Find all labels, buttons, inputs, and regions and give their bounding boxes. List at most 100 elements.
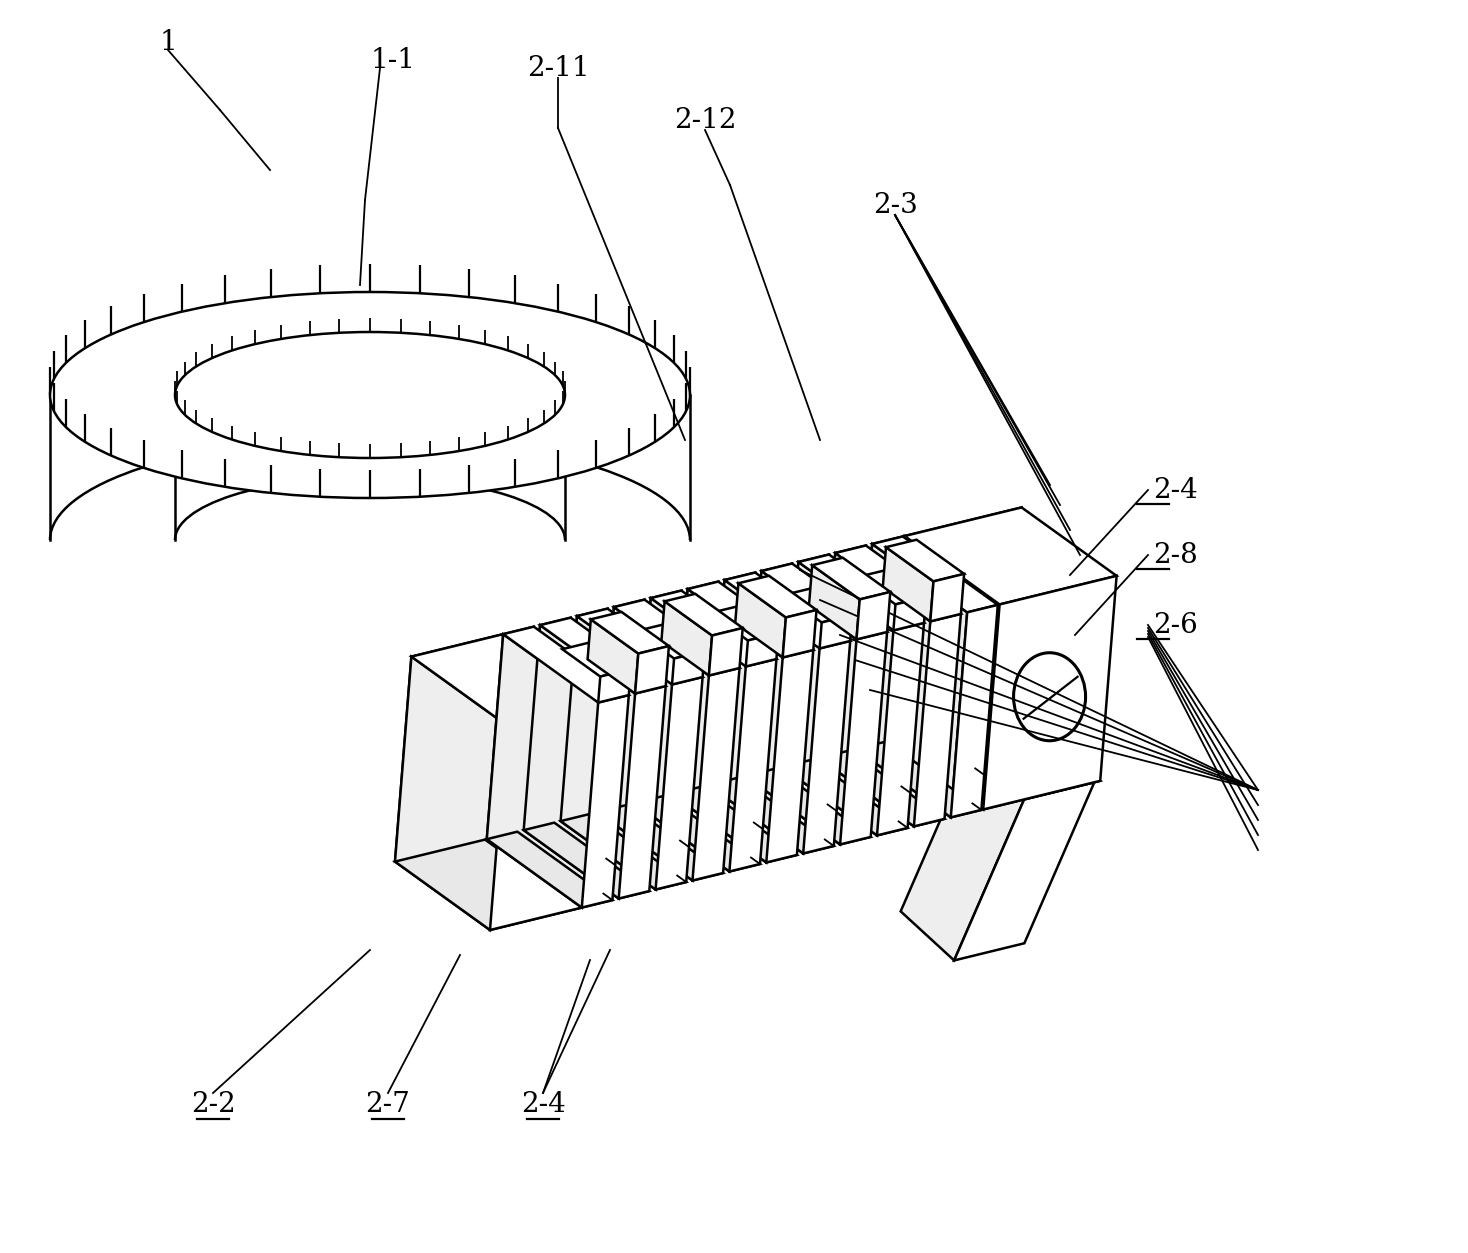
Polygon shape	[504, 626, 628, 703]
Polygon shape	[650, 590, 777, 667]
Polygon shape	[882, 548, 934, 621]
Polygon shape	[524, 625, 636, 898]
Polygon shape	[597, 608, 709, 881]
Text: 2-12: 2-12	[674, 107, 737, 134]
Polygon shape	[618, 687, 665, 898]
Text: 2-4: 2-4	[1152, 476, 1198, 504]
Polygon shape	[876, 623, 923, 836]
Polygon shape	[587, 619, 639, 694]
Polygon shape	[746, 768, 871, 845]
Polygon shape	[819, 615, 853, 649]
Text: 1-1: 1-1	[370, 46, 415, 74]
Polygon shape	[812, 558, 890, 599]
Ellipse shape	[175, 332, 565, 459]
Polygon shape	[725, 573, 850, 649]
Polygon shape	[395, 840, 580, 930]
Polygon shape	[904, 507, 1117, 604]
Polygon shape	[746, 564, 793, 776]
Polygon shape	[708, 778, 834, 853]
Text: 2-3: 2-3	[872, 192, 918, 218]
Polygon shape	[656, 677, 703, 890]
Text: 2-7: 2-7	[366, 1091, 411, 1119]
Polygon shape	[395, 657, 506, 930]
Polygon shape	[931, 574, 964, 621]
Polygon shape	[856, 591, 890, 639]
Polygon shape	[730, 659, 777, 872]
Polygon shape	[634, 796, 760, 872]
Polygon shape	[711, 605, 778, 640]
Polygon shape	[597, 804, 724, 881]
Polygon shape	[888, 713, 1100, 809]
Text: 2-6: 2-6	[1152, 611, 1198, 639]
Text: 2-2: 2-2	[191, 1091, 235, 1119]
Polygon shape	[487, 626, 534, 840]
Polygon shape	[614, 600, 740, 675]
Polygon shape	[819, 751, 944, 827]
Polygon shape	[634, 598, 746, 872]
Ellipse shape	[1013, 653, 1085, 741]
Polygon shape	[693, 668, 740, 881]
Polygon shape	[411, 634, 596, 725]
Polygon shape	[662, 601, 712, 675]
Polygon shape	[803, 642, 850, 853]
Polygon shape	[835, 545, 962, 621]
Polygon shape	[782, 610, 816, 658]
Polygon shape	[597, 669, 631, 703]
Polygon shape	[856, 544, 967, 817]
Polygon shape	[672, 652, 705, 684]
Polygon shape	[762, 564, 887, 639]
Polygon shape	[577, 609, 703, 684]
Polygon shape	[819, 553, 931, 827]
Polygon shape	[887, 540, 964, 581]
Polygon shape	[540, 618, 665, 694]
Polygon shape	[840, 632, 887, 845]
Polygon shape	[888, 507, 1022, 741]
Polygon shape	[888, 536, 1000, 809]
Polygon shape	[782, 563, 894, 836]
Polygon shape	[524, 618, 571, 831]
Polygon shape	[561, 609, 608, 821]
Polygon shape	[636, 647, 669, 694]
Polygon shape	[784, 588, 853, 623]
Polygon shape	[857, 570, 926, 604]
Polygon shape	[915, 614, 962, 827]
Polygon shape	[665, 594, 743, 635]
Polygon shape	[636, 624, 705, 659]
Polygon shape	[856, 536, 903, 749]
Text: 2-8: 2-8	[1152, 541, 1198, 569]
Text: 1: 1	[159, 29, 176, 55]
Polygon shape	[708, 573, 755, 786]
Polygon shape	[894, 596, 926, 630]
Polygon shape	[597, 600, 644, 812]
Polygon shape	[819, 545, 866, 758]
Polygon shape	[671, 581, 718, 794]
Polygon shape	[738, 576, 816, 618]
Polygon shape	[687, 581, 813, 658]
Polygon shape	[782, 555, 829, 767]
Polygon shape	[487, 634, 597, 907]
Polygon shape	[799, 555, 923, 630]
Polygon shape	[561, 616, 672, 890]
Polygon shape	[581, 695, 628, 907]
Polygon shape	[951, 605, 998, 817]
Polygon shape	[561, 813, 686, 890]
Polygon shape	[872, 536, 998, 613]
Polygon shape	[709, 628, 743, 675]
Polygon shape	[954, 782, 1094, 961]
Polygon shape	[984, 576, 1117, 809]
Text: 2-4: 2-4	[521, 1091, 565, 1119]
Polygon shape	[395, 634, 502, 862]
Polygon shape	[634, 590, 681, 803]
Polygon shape	[671, 787, 797, 862]
Text: 2-11: 2-11	[527, 54, 589, 81]
Polygon shape	[562, 642, 631, 677]
Polygon shape	[856, 742, 982, 817]
Polygon shape	[735, 583, 785, 658]
Polygon shape	[809, 565, 860, 639]
Polygon shape	[708, 580, 819, 853]
Polygon shape	[487, 832, 612, 907]
Polygon shape	[671, 589, 782, 862]
Polygon shape	[782, 759, 907, 836]
Polygon shape	[524, 823, 649, 898]
Ellipse shape	[50, 292, 690, 497]
